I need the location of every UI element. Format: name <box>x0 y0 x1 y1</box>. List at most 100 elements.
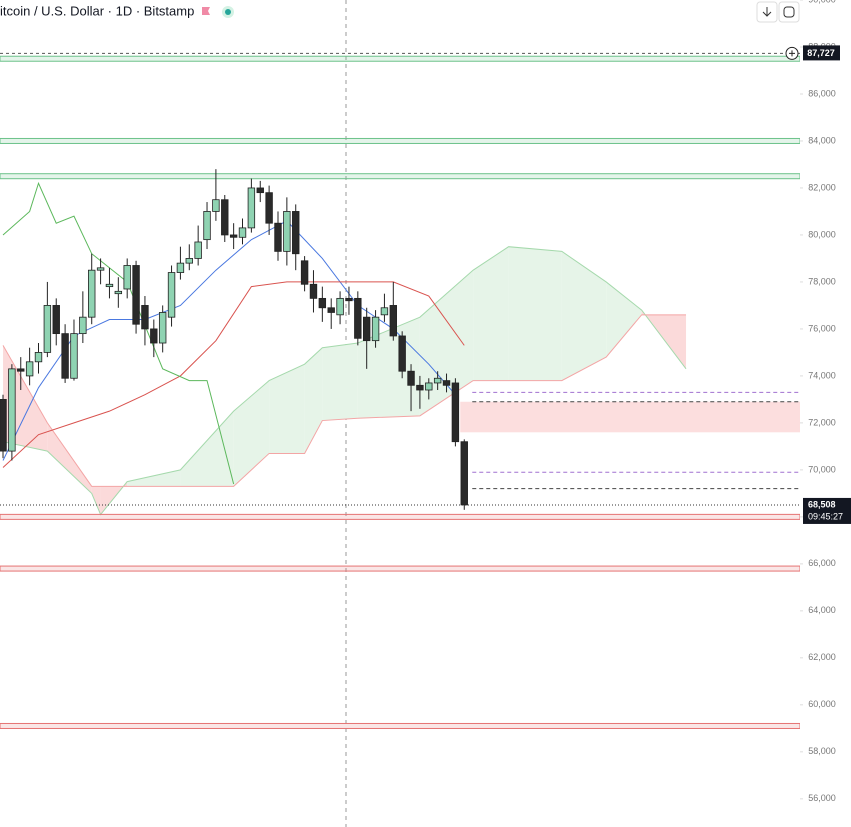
marker-plus-icon <box>789 50 795 57</box>
cloud-edge <box>2 246 687 516</box>
y-tick-label: 60,000 <box>808 699 836 709</box>
candle-body <box>52 305 60 335</box>
candle-body <box>8 368 16 452</box>
candle-body <box>256 187 264 194</box>
candle-body <box>247 187 256 229</box>
candle-body <box>309 283 318 299</box>
y-tick-label: 78,000 <box>808 276 836 286</box>
candle-body <box>283 211 291 252</box>
candle-body <box>176 262 185 273</box>
y-tick-label: 82,000 <box>808 182 836 192</box>
candle-body <box>114 290 123 295</box>
candle-body <box>105 283 114 288</box>
candle-body <box>318 297 327 309</box>
candle-body <box>150 328 158 344</box>
price-axis <box>800 0 851 827</box>
candle-body <box>203 211 211 241</box>
candle-body <box>79 316 87 335</box>
cloud-segment <box>508 246 562 381</box>
flag-icon[interactable] <box>202 7 210 15</box>
candle-body <box>132 265 140 325</box>
candle-body <box>389 305 398 337</box>
level-band <box>0 137 801 144</box>
y-tick-label: 90,000 <box>808 0 836 4</box>
status-dot <box>225 9 231 15</box>
candle-body <box>265 192 273 224</box>
candle-body <box>0 399 7 452</box>
candle-body <box>88 269 96 318</box>
y-tick-label: 76,000 <box>808 323 836 333</box>
candle-body <box>194 241 202 259</box>
y-tick-label: 86,000 <box>808 88 836 98</box>
marker-label-bg <box>803 45 840 61</box>
last-price-label: 68,508 <box>808 499 836 509</box>
y-tick-label: 64,000 <box>808 605 836 615</box>
refresh-button[interactable] <box>778 1 800 23</box>
candle-body <box>61 333 69 379</box>
marker-label: 87,727 <box>807 48 835 58</box>
cloud-edge <box>2 314 687 487</box>
y-tick-label: 56,000 <box>808 793 836 803</box>
candle-body <box>398 335 406 372</box>
candle-body <box>460 441 468 506</box>
down-icon <box>762 7 772 17</box>
candle-body <box>70 333 78 379</box>
candle-body <box>354 297 362 339</box>
candle-body <box>25 361 34 377</box>
candle-body <box>416 384 424 391</box>
cloud-segment <box>127 469 181 487</box>
candle-body <box>451 382 460 443</box>
y-tick-label: 62,000 <box>808 652 836 662</box>
y-tick-label: 58,000 <box>808 746 836 756</box>
candle-body <box>407 370 415 386</box>
y-tick-label: 70,000 <box>808 464 836 474</box>
level-band <box>0 722 801 729</box>
candle-body <box>362 316 371 342</box>
candle-body <box>433 377 442 384</box>
cloud-segment <box>473 246 509 381</box>
candle-body <box>327 307 335 313</box>
zone <box>460 401 800 433</box>
level-band <box>0 55 801 62</box>
candle-body <box>300 260 309 285</box>
cloud-segment <box>180 411 234 487</box>
candle-body <box>380 307 389 316</box>
level-band <box>0 565 801 572</box>
cloud-segment <box>233 380 270 487</box>
candle-body <box>274 222 282 252</box>
y-tick-label: 72,000 <box>808 417 836 427</box>
candle-body <box>17 368 25 372</box>
cloud-segment <box>561 251 607 381</box>
candle-body <box>158 312 167 344</box>
cloud-segment <box>322 343 358 421</box>
level-band <box>0 173 801 180</box>
cloud-segment <box>606 281 642 358</box>
level-band <box>0 513 801 520</box>
candle-body <box>34 352 43 363</box>
candle-body <box>167 272 176 318</box>
candle-body <box>442 380 451 386</box>
candle-body <box>345 297 353 302</box>
candle-body <box>96 267 105 271</box>
plot <box>0 52 801 729</box>
refresh-icon <box>783 6 795 18</box>
y-tick-label: 66,000 <box>808 558 836 568</box>
candle-body <box>425 382 433 391</box>
candle-body <box>141 305 149 330</box>
y-tick-label: 80,000 <box>808 229 836 239</box>
cloud-segment <box>91 486 101 515</box>
candle-body <box>238 227 247 238</box>
y-tick-label: 84,000 <box>808 135 836 145</box>
cloud-segment <box>419 270 474 416</box>
candle-body <box>212 199 220 212</box>
candle-body <box>229 234 238 238</box>
candle-body <box>185 258 193 264</box>
symbol-title[interactable]: itcoin / U.S. Dollar · 1D · Bitstamp <box>0 3 194 18</box>
last-price-bg <box>803 497 851 524</box>
y-tick-label: 74,000 <box>808 370 836 380</box>
candle-body <box>292 211 300 255</box>
candle-body <box>371 316 380 342</box>
cloud-segment <box>269 364 305 454</box>
